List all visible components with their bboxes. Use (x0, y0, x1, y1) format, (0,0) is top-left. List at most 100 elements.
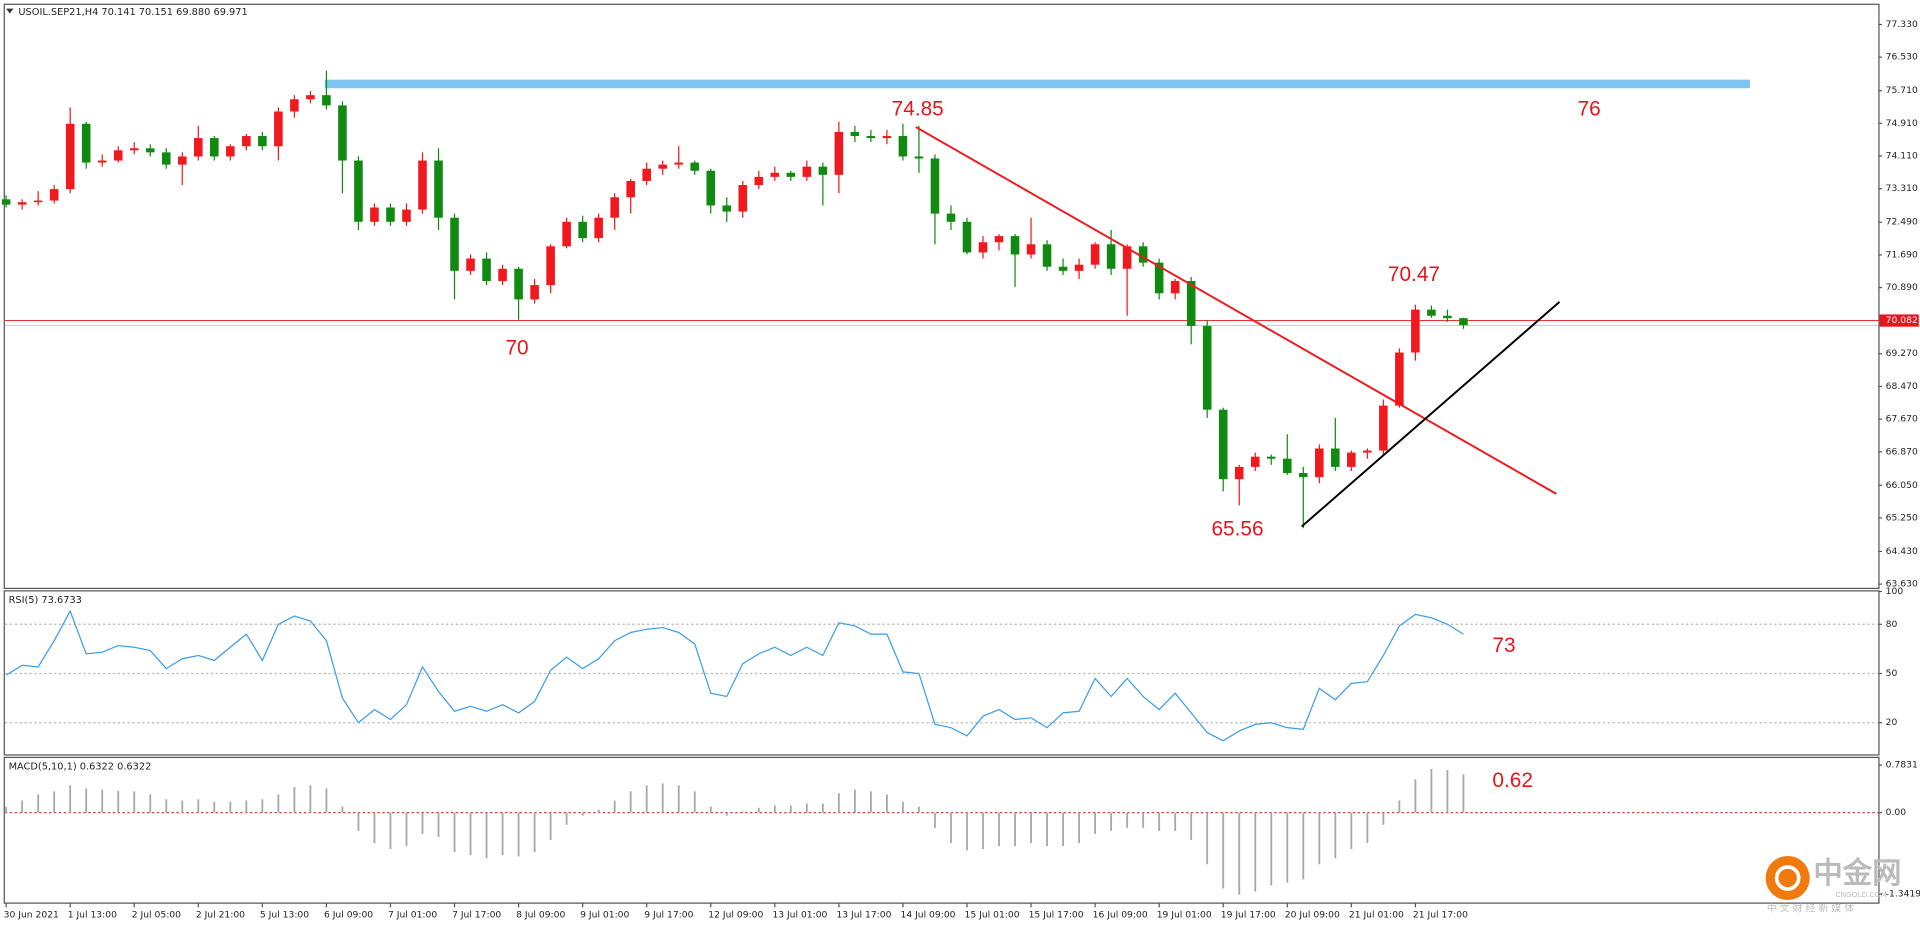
candle-body (290, 99, 299, 112)
candle-body (1058, 266, 1068, 271)
candle-body (850, 131, 860, 137)
x-tick-label: 15 Jul 17:00 (1029, 909, 1084, 920)
candle-body (530, 285, 539, 300)
candle-body (610, 197, 619, 218)
candle-body (690, 162, 700, 171)
y-tick-label: 50 (1886, 668, 1898, 679)
x-tick-label: 15 Jul 01:00 (965, 909, 1020, 920)
candle-body (113, 150, 123, 161)
candle-body (642, 168, 651, 181)
logo (1765, 855, 1810, 901)
candle-body (1202, 325, 1212, 410)
candle-body (354, 160, 363, 222)
candle-body (450, 217, 459, 271)
annotation: 65.56 (1211, 518, 1263, 541)
y-tick-label: 66.050 (1886, 480, 1918, 491)
current-price-box (1879, 314, 1919, 327)
candle-body (322, 95, 331, 106)
candle-body (1234, 466, 1244, 480)
trendline (915, 126, 1557, 495)
candle-body (1138, 246, 1148, 263)
watermark-name: 中金网 (1813, 856, 1901, 890)
candle-body (1443, 315, 1452, 319)
x-tick-label: 9 Jul 01:00 (580, 909, 629, 920)
candle-body (1122, 246, 1132, 269)
y-tick-label: 64.430 (1886, 546, 1918, 557)
x-tick-label: 13 Jul 01:00 (772, 909, 827, 920)
candle-body (754, 176, 764, 186)
y-tick-label: 71.690 (1886, 249, 1918, 260)
macd-panel (3, 756, 1880, 904)
annotation: 0.62 (1492, 769, 1533, 792)
candle-body (386, 207, 395, 222)
candle-body (562, 221, 571, 247)
candle-body (161, 152, 171, 165)
candle-body (1170, 281, 1180, 294)
x-tick-label: 1 Jul 13:00 (68, 909, 117, 920)
candle-body (1106, 244, 1116, 269)
candle-body (1331, 448, 1340, 467)
candle-body (1, 199, 11, 205)
y-tick-label: 80 (1886, 619, 1898, 630)
candle-body (370, 207, 379, 222)
candle-body (338, 105, 347, 161)
y-tick-label: 70.890 (1886, 282, 1918, 293)
y-tick-label: 67.670 (1886, 414, 1918, 425)
candle-body (177, 156, 187, 165)
annotation: 70 (505, 337, 528, 360)
trendline (1301, 301, 1561, 528)
annotation: 74.85 (892, 98, 944, 121)
candle-body (1347, 452, 1356, 467)
candle-body (1042, 244, 1052, 267)
candle-body (818, 166, 828, 175)
candle-body (594, 217, 603, 239)
watermark: 中金网 CNGOLD.COM 中 文 财 经 新 媒 体 (1765, 855, 1902, 915)
x-tick-label: 6 Jul 09:00 (324, 909, 373, 920)
candle-body (1026, 244, 1036, 255)
y-tick-label: 20 (1886, 717, 1898, 728)
candle-body (274, 111, 283, 147)
x-tick-label: 7 Jul 17:00 (452, 909, 501, 920)
candle-body (194, 138, 203, 157)
y-tick-label: 68.470 (1886, 381, 1918, 392)
candle-body (434, 160, 443, 218)
candle-body (738, 185, 748, 212)
candle-body (706, 170, 716, 206)
x-tick-label: 14 Jul 09:00 (900, 909, 955, 920)
x-tick-label: 30 Jun 2021 (4, 909, 59, 920)
y-tick-label: 77.330 (1886, 19, 1918, 30)
candle-body (626, 180, 635, 198)
y-tick-label: 66.870 (1886, 446, 1918, 457)
candle-body (674, 162, 684, 165)
candle-body (802, 166, 812, 177)
candle-body (1427, 309, 1436, 316)
candle-body (882, 136, 892, 139)
y-tick-label: 74.910 (1886, 118, 1918, 129)
candle-body (1010, 236, 1020, 255)
candle-body (258, 136, 267, 147)
symbol-header: USOIL.SEP21,H4 70.141 70.151 69.880 69.9… (18, 7, 247, 18)
x-tick-label: 2 Jul 21:00 (196, 909, 245, 920)
annotation: 76 (1578, 98, 1601, 121)
candle-body (994, 236, 1004, 243)
watermark-slogan: 中 文 财 经 新 媒 体 (1767, 902, 1854, 915)
candle-body (210, 138, 219, 157)
candle-body (770, 172, 780, 177)
candle-body (65, 123, 75, 190)
candle-body (898, 136, 908, 157)
candle-body (786, 172, 796, 177)
candle-body (1411, 309, 1420, 353)
x-tick-label: 16 Jul 09:00 (1093, 909, 1148, 920)
candle-body (962, 221, 972, 253)
y-tick-label: 63.630 (1886, 579, 1918, 590)
candle-body (1315, 448, 1324, 478)
annotation: 70.47 (1388, 263, 1440, 286)
candle-body (482, 258, 491, 282)
candle-body (1379, 405, 1388, 451)
candle-body (866, 136, 876, 139)
candle-body (466, 258, 475, 271)
candle-body (1186, 281, 1196, 326)
candle-body (834, 131, 844, 175)
candle-body (49, 189, 59, 201)
current-price-label: 70.082 (1886, 315, 1918, 326)
